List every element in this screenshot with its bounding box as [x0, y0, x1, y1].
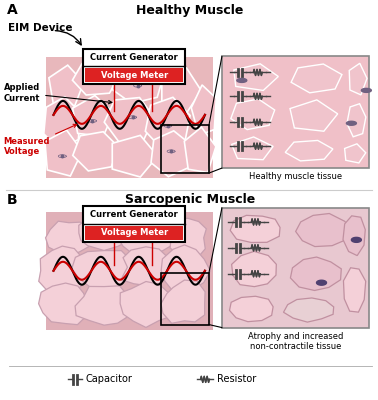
Polygon shape: [120, 282, 171, 328]
Text: Current Generator: Current Generator: [90, 210, 178, 220]
Polygon shape: [104, 98, 154, 142]
Bar: [85, 226, 183, 240]
Polygon shape: [229, 296, 273, 322]
Polygon shape: [347, 104, 366, 137]
Polygon shape: [347, 121, 356, 125]
Polygon shape: [191, 85, 216, 135]
Text: Healthy Muscle: Healthy Muscle: [136, 4, 244, 17]
Polygon shape: [232, 251, 276, 287]
Bar: [84, 48, 185, 84]
Polygon shape: [352, 237, 361, 242]
Polygon shape: [112, 135, 158, 177]
Text: Resistor: Resistor: [217, 374, 256, 384]
Polygon shape: [290, 257, 341, 290]
Bar: [84, 206, 185, 242]
Polygon shape: [234, 64, 278, 90]
Polygon shape: [121, 247, 174, 285]
Polygon shape: [75, 286, 136, 325]
Polygon shape: [145, 97, 190, 150]
Bar: [161, 125, 209, 173]
Text: Applied
Current: Applied Current: [4, 83, 112, 104]
Polygon shape: [161, 245, 210, 292]
Polygon shape: [290, 100, 338, 131]
Polygon shape: [169, 218, 206, 257]
Polygon shape: [112, 63, 163, 104]
Polygon shape: [184, 127, 216, 172]
Polygon shape: [72, 250, 138, 289]
Polygon shape: [161, 280, 205, 323]
Polygon shape: [162, 68, 201, 114]
Polygon shape: [316, 280, 327, 285]
Polygon shape: [232, 137, 273, 160]
Polygon shape: [296, 214, 352, 246]
Polygon shape: [345, 144, 366, 163]
Polygon shape: [285, 140, 333, 161]
Polygon shape: [237, 78, 247, 82]
Text: A: A: [7, 3, 17, 17]
Text: Current Generator: Current Generator: [90, 53, 178, 62]
Polygon shape: [49, 65, 84, 106]
Text: Sarcopenic Muscle: Sarcopenic Muscle: [125, 193, 255, 206]
Polygon shape: [151, 131, 191, 177]
Polygon shape: [230, 215, 280, 242]
Bar: [222, 208, 369, 328]
Bar: [222, 56, 369, 168]
Polygon shape: [45, 130, 82, 176]
Bar: [85, 68, 183, 82]
Text: Capacitor: Capacitor: [85, 374, 132, 384]
Text: EIM Device: EIM Device: [8, 23, 72, 33]
Text: Voltage Meter: Voltage Meter: [101, 71, 168, 80]
Polygon shape: [343, 216, 365, 256]
Polygon shape: [39, 283, 88, 325]
Text: Healthy muscle tissue: Healthy muscle tissue: [249, 172, 342, 181]
Polygon shape: [39, 246, 89, 296]
Polygon shape: [73, 132, 119, 171]
Text: Atrophy and increased
non-contractile tissue: Atrophy and increased non-contractile ti…: [248, 332, 343, 351]
Polygon shape: [291, 64, 342, 93]
Polygon shape: [46, 221, 92, 256]
Bar: [45, 56, 213, 178]
Text: Voltage Meter: Voltage Meter: [101, 228, 168, 237]
Polygon shape: [361, 88, 371, 92]
Polygon shape: [284, 298, 334, 322]
Polygon shape: [349, 63, 367, 95]
Text: B: B: [7, 193, 17, 207]
Bar: [45, 212, 213, 330]
Polygon shape: [73, 62, 119, 95]
Polygon shape: [44, 97, 81, 150]
Polygon shape: [344, 268, 366, 312]
Text: Measured
Voltage: Measured Voltage: [4, 124, 77, 156]
Polygon shape: [231, 99, 275, 130]
Polygon shape: [73, 96, 114, 136]
Polygon shape: [79, 215, 130, 250]
Bar: [161, 273, 209, 324]
Polygon shape: [116, 216, 179, 253]
